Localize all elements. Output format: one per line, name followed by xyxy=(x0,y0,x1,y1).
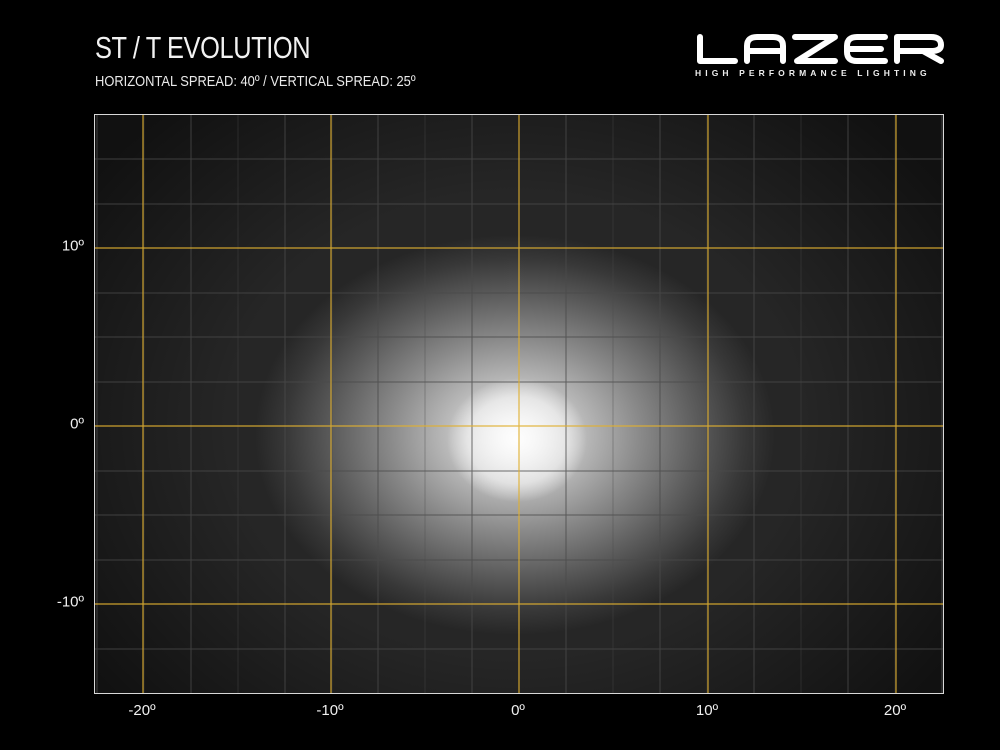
page-title: ST / T EVOLUTION xyxy=(95,30,311,65)
logo-tagline: HIGH PERFORMANCE LIGHTING xyxy=(695,68,931,78)
major-gridlines xyxy=(95,115,943,693)
x-tick-label: 10º xyxy=(695,702,719,719)
brand-logo: HIGH PERFORMANCE LIGHTING xyxy=(695,34,945,80)
x-tick-label: 0º xyxy=(511,702,525,719)
y-tick-label: 10º xyxy=(61,237,84,255)
minor-gridlines xyxy=(95,115,943,693)
spread-subtitle: HORIZONTAL SPREAD: 40º / VERTICAL SPREAD… xyxy=(95,73,416,90)
x-tick-label: 20º xyxy=(883,702,907,719)
y-tick-label: -10º xyxy=(56,593,84,611)
grid-overlay xyxy=(95,115,943,693)
lazer-wordmark-logo xyxy=(697,34,944,64)
beam-pattern-plot xyxy=(94,114,944,694)
y-tick-label: 0º xyxy=(70,415,84,433)
x-tick-label: -20º xyxy=(128,702,156,719)
x-tick-label: -10º xyxy=(316,702,344,719)
